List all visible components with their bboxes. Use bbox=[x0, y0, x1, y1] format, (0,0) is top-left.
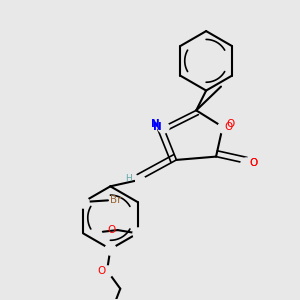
Text: N: N bbox=[151, 118, 160, 129]
Text: O: O bbox=[108, 225, 116, 235]
Text: H: H bbox=[125, 174, 132, 183]
Text: O: O bbox=[249, 158, 257, 168]
Text: N: N bbox=[153, 122, 162, 132]
Text: O: O bbox=[97, 266, 105, 275]
Text: Br: Br bbox=[110, 195, 121, 206]
Text: O: O bbox=[226, 118, 234, 129]
Text: O: O bbox=[249, 158, 257, 168]
Text: O: O bbox=[224, 122, 232, 132]
